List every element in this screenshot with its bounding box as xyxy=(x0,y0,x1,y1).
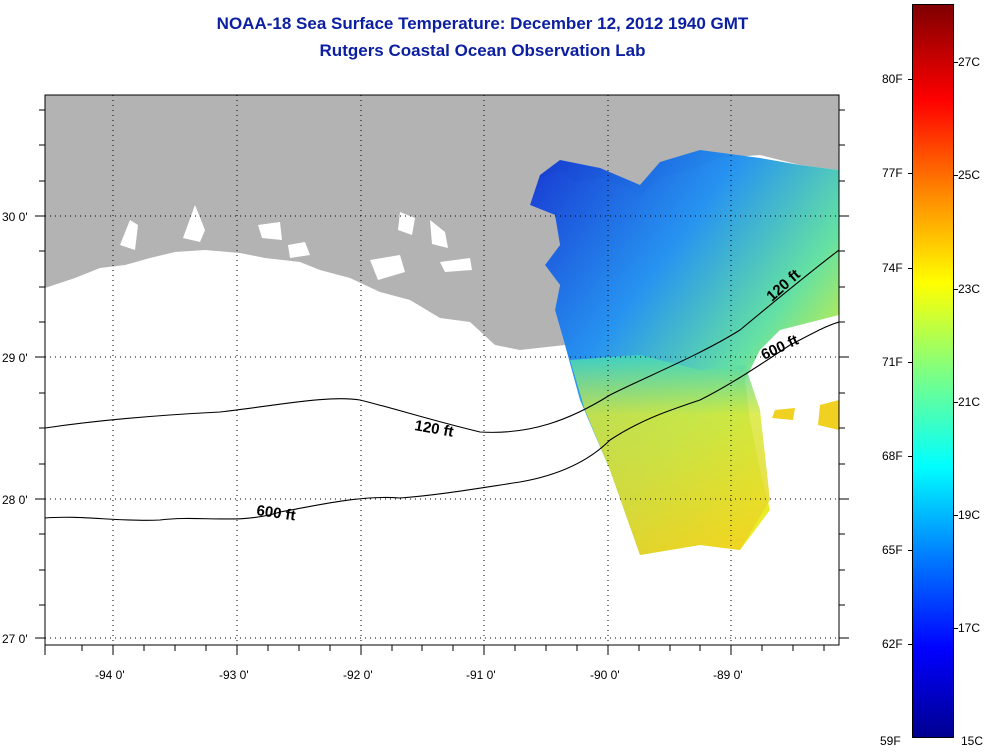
lon-label: -94 0' xyxy=(95,668,125,682)
colorbar-f-label: 62F xyxy=(882,637,903,651)
lon-label: -92 0' xyxy=(343,668,373,682)
lat-label: 28 0' xyxy=(2,493,28,507)
lake-patch xyxy=(288,242,310,258)
lon-label: -91 0' xyxy=(466,668,496,682)
contour-600ft xyxy=(45,321,839,521)
map-frame xyxy=(44,94,840,646)
lon-label: -89 0' xyxy=(713,668,743,682)
sst-patch xyxy=(772,408,795,420)
chart-subtitle: Rutgers Coastal Ocean Observation Lab xyxy=(319,41,646,60)
colorbar-c-label: 23C xyxy=(958,282,981,296)
axis-ticks xyxy=(35,109,849,655)
colorbar-f-label: 65F xyxy=(882,543,903,557)
lake-patch xyxy=(430,220,448,248)
colorbar-c-label: 19C xyxy=(958,508,981,522)
colorbar-f-label: 77F xyxy=(882,166,903,180)
lon-label: -90 0' xyxy=(590,668,620,682)
lake-patch xyxy=(398,212,415,235)
colorbar-f-label: 74F xyxy=(882,261,903,275)
lake-patch xyxy=(370,255,405,280)
colorbar xyxy=(912,4,954,738)
lake-patch xyxy=(440,258,472,272)
lon-label: -93 0' xyxy=(219,668,249,682)
colorbar-c-label: 15C xyxy=(961,734,984,748)
contour-label: 600 ft xyxy=(255,502,296,524)
lat-label: 27 0' xyxy=(2,632,28,646)
contour-120ft xyxy=(45,249,839,433)
lat-label: 30 0' xyxy=(2,210,28,224)
colorbar-c-label: 21C xyxy=(958,395,981,409)
contour-label: 120 ft xyxy=(413,417,455,441)
lake-patch xyxy=(120,220,138,250)
colorbar-c-label: 27C xyxy=(958,55,981,69)
colorbar-c-label: 25C xyxy=(958,168,981,182)
colorbar-f-label: 80F xyxy=(882,72,903,86)
colorbar-f-label: 71F xyxy=(882,355,903,369)
colorbar-f-label: 59F xyxy=(880,734,901,748)
colorbar-c-label: 17C xyxy=(958,621,981,635)
chart-title: NOAA-18 Sea Surface Temperature: Decembe… xyxy=(216,14,749,33)
land-mass xyxy=(45,95,839,350)
sst-patch xyxy=(818,400,839,430)
lake-patch xyxy=(183,205,205,242)
lat-label: 29 0' xyxy=(2,351,28,365)
colorbar-f-label: 68F xyxy=(882,449,903,463)
lake-patch xyxy=(258,222,282,240)
sst-swath-warm xyxy=(570,355,770,555)
map-grid xyxy=(45,95,839,645)
